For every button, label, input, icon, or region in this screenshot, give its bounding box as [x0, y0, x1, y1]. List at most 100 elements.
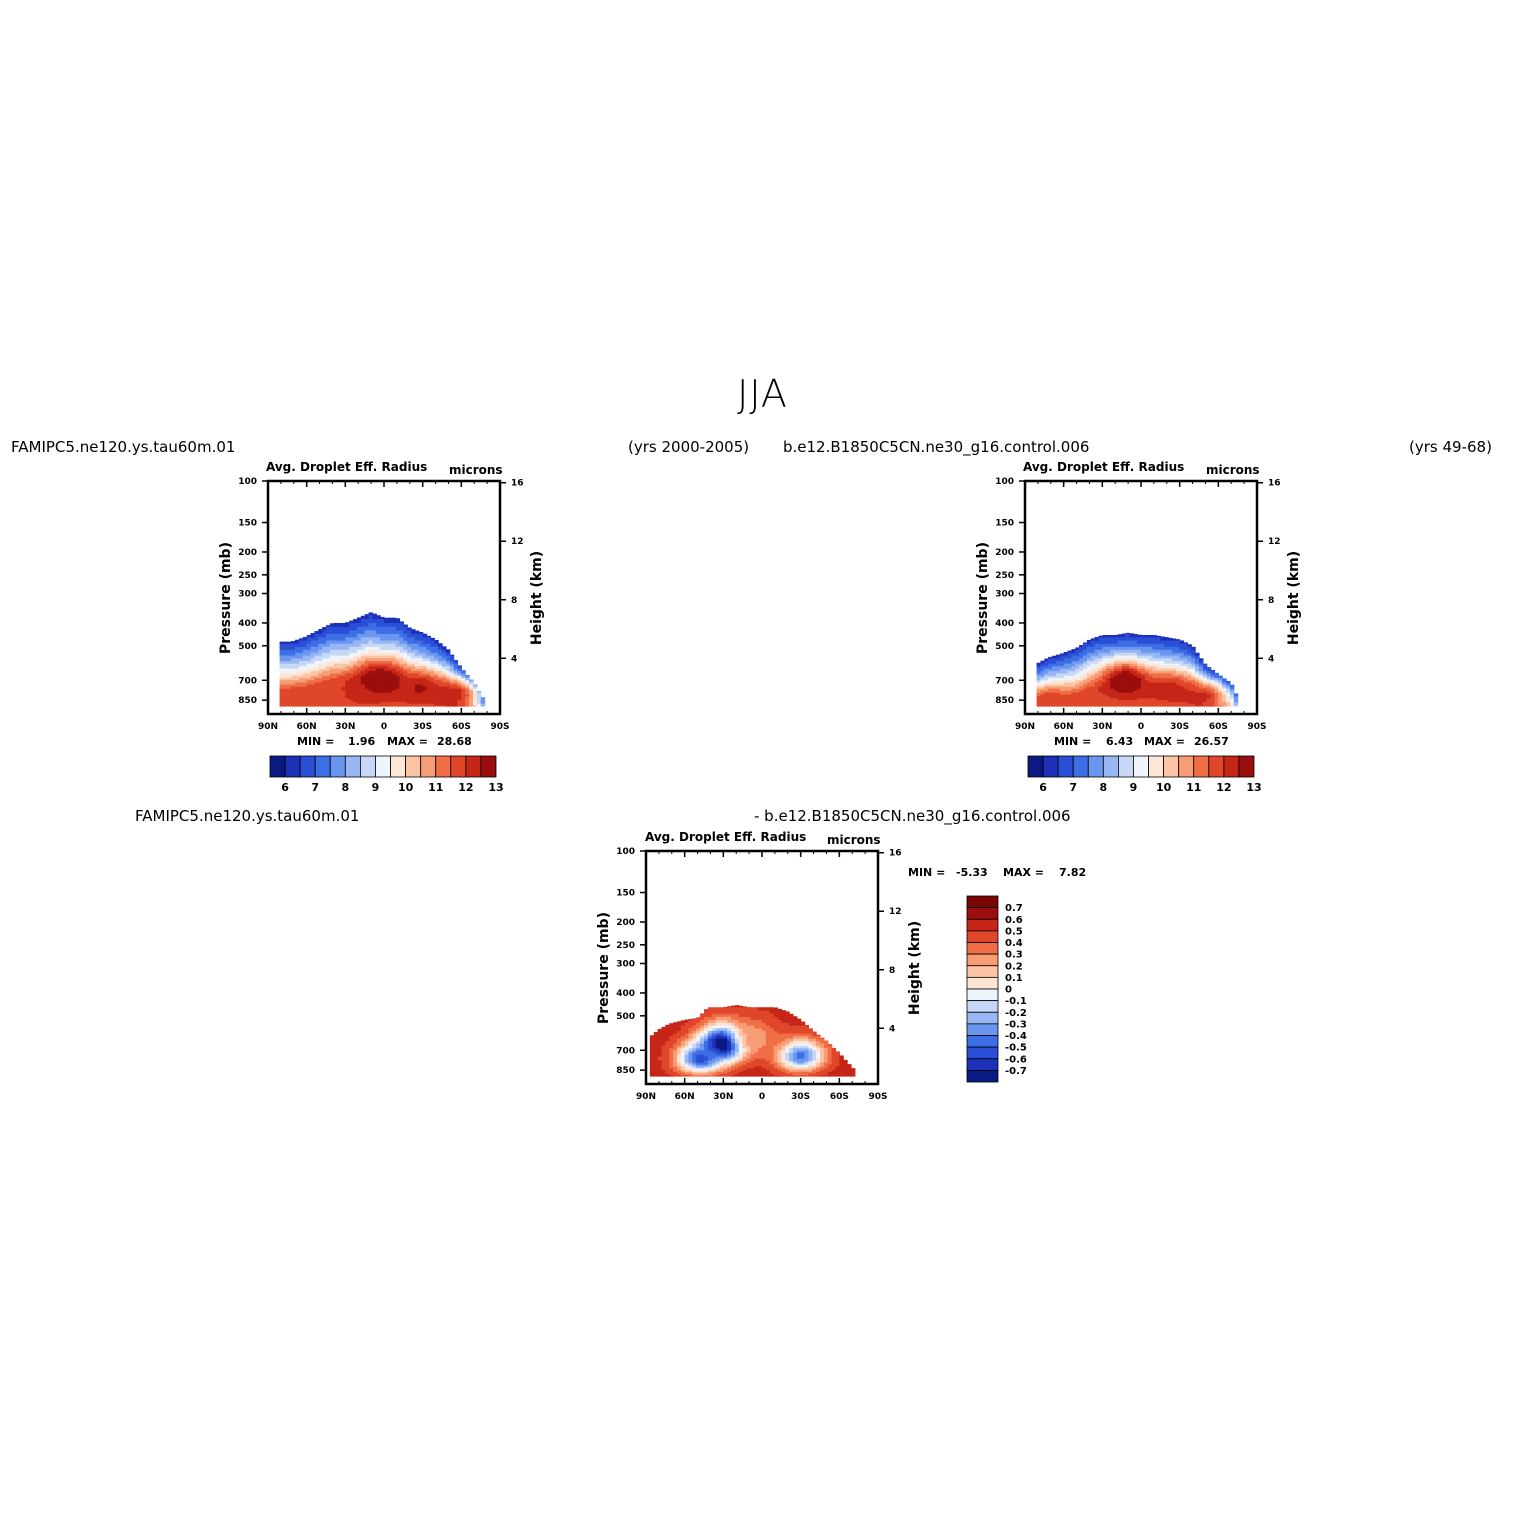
- left-field-cell: [360, 622, 366, 628]
- diff-field-cell: [804, 1056, 809, 1060]
- left-field-cell: [391, 686, 397, 690]
- right-field-cell: [1071, 684, 1076, 688]
- diff-control-label: - b.e12.B1850C5CN.ne30_g16.control.006: [754, 807, 1071, 825]
- right-field-cell: [1148, 671, 1154, 675]
- left-field-cell: [349, 666, 354, 670]
- right-field-cell: [1168, 658, 1173, 662]
- left-field-cell: [414, 655, 420, 659]
- diff-field-cell: [692, 1056, 697, 1060]
- right-field-cell: [1079, 646, 1084, 651]
- right-field-cell: [1102, 635, 1107, 638]
- diff-field-cell: [734, 1041, 740, 1045]
- right-field-cell: [1071, 661, 1076, 665]
- left-field-cell: [364, 633, 370, 638]
- diff-field-cell: [843, 1064, 848, 1068]
- right-field-cell: [1110, 661, 1115, 665]
- diff-field-cell: [719, 1033, 724, 1037]
- right-field-cell: [1144, 686, 1150, 690]
- diff-field-cell: [773, 1071, 779, 1075]
- left-field-cell: [418, 652, 424, 657]
- right-field-cell: [1040, 692, 1045, 696]
- diff-field-cell: [808, 1036, 813, 1040]
- left-field-cell: [442, 700, 447, 703]
- right-field-cell: [1199, 705, 1204, 707]
- right-y2tick-label: 12: [1268, 537, 1281, 547]
- left-field-cell: [306, 701, 312, 705]
- left-field-cell: [360, 663, 366, 667]
- left-field-cell: [368, 703, 373, 707]
- right-field-cell: [1171, 688, 1177, 692]
- left-field-cell: [422, 666, 428, 670]
- right-field-cell: [1137, 705, 1142, 707]
- left-field-cell: [422, 701, 428, 705]
- left-field-cell: [310, 678, 315, 681]
- right-field-cell: [1133, 686, 1138, 690]
- left-field-cell: [380, 663, 385, 667]
- right-field-cell: [1086, 675, 1092, 679]
- right-field-cell: [1106, 668, 1111, 672]
- right-field-cell: [1048, 703, 1053, 707]
- diff-field-cell: [804, 1041, 809, 1045]
- right-min-label: MIN =: [1054, 735, 1092, 748]
- left-field-cell: [469, 696, 474, 699]
- left-field-cell: [376, 622, 381, 628]
- diff-field-cell: [731, 1031, 736, 1035]
- diff-field-cell: [731, 1043, 736, 1047]
- right-field-cell: [1156, 671, 1161, 675]
- right-xtick-label: 60S: [1209, 722, 1228, 732]
- right-field-cell: [1137, 649, 1142, 654]
- right-field-cell: [1141, 698, 1146, 701]
- diff-field-cell: [808, 1045, 813, 1049]
- diff-field-cell: [715, 1068, 721, 1071]
- right-field-cell: [1133, 661, 1138, 665]
- left-field-cell: [407, 652, 412, 657]
- left-colorbar-box: [329, 755, 346, 778]
- right-field-cell: [1090, 705, 1096, 707]
- diff-field-cell: [746, 1022, 751, 1027]
- left-field-cell: [372, 700, 377, 703]
- diff-field-cell: [715, 1007, 721, 1012]
- right-field-cell: [1055, 692, 1061, 696]
- diff-field-cell: [669, 1056, 674, 1060]
- left-field-cell: [457, 686, 462, 690]
- right-field-cell: [1137, 696, 1142, 699]
- diff-field-cell: [816, 1034, 821, 1037]
- left-field-cell: [372, 646, 377, 651]
- right-field-cell: [1125, 696, 1130, 699]
- right-field-cell: [1110, 694, 1115, 698]
- right-field-cell: [1152, 675, 1158, 679]
- left-field-cell: [337, 661, 343, 665]
- diff-field-cell: [792, 1060, 798, 1064]
- left-field-cell: [407, 643, 412, 648]
- right-field-cell: [1067, 661, 1072, 665]
- diff-field-cell: [676, 1054, 682, 1058]
- right-field-cell: [1210, 673, 1216, 677]
- diff-field-cell: [673, 1064, 678, 1068]
- diff-field-cell: [653, 1052, 659, 1056]
- left-field-cell: [353, 655, 358, 659]
- diff-field-cell: [820, 1066, 825, 1069]
- left-field-cell: [337, 643, 343, 648]
- diff-field-cell: [816, 1041, 821, 1045]
- right-field-cell: [1052, 694, 1057, 698]
- right-field-cell: [1090, 692, 1096, 696]
- diff-field-cell: [669, 1043, 674, 1047]
- right-field-cell: [1179, 696, 1185, 699]
- diff-field-cell: [727, 1058, 732, 1062]
- left-field-cell: [314, 633, 319, 638]
- left-field-cell: [387, 626, 393, 631]
- left-field-cell: [426, 684, 431, 688]
- right-field-cell: [1040, 678, 1045, 681]
- right-field-cell: [1195, 675, 1200, 679]
- left-field-cell: [380, 655, 385, 659]
- right-field-cell: [1164, 701, 1169, 705]
- diff-field-cell: [711, 1060, 717, 1064]
- left-field-cell: [426, 655, 431, 659]
- diff-field-cell: [823, 1070, 829, 1073]
- diff-field-cell: [665, 1043, 670, 1047]
- right-field-cell: [1141, 700, 1146, 703]
- diff-field-cell: [754, 1064, 759, 1068]
- diff-field-cell: [680, 1038, 686, 1042]
- diff-field-cell: [765, 1045, 771, 1049]
- left-field-cell: [384, 649, 389, 654]
